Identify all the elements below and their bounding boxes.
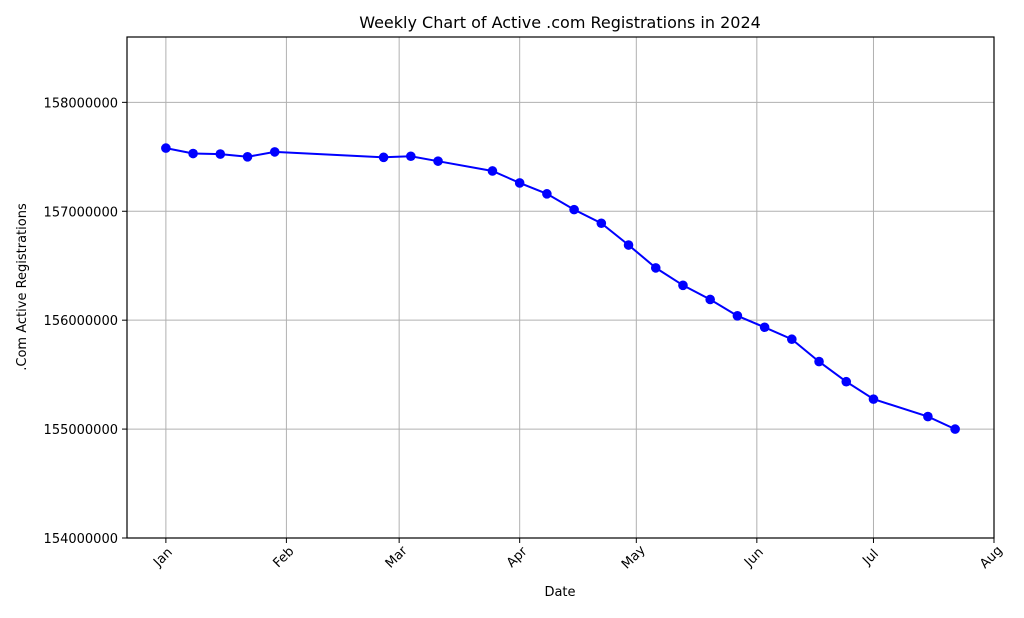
y-tick-label: 157000000 [44, 205, 118, 220]
data-point [868, 394, 879, 404]
data-point [841, 376, 852, 387]
data-point [732, 311, 743, 321]
x-axis: Jan Feb Mar Apr May Jun Jul Aug [150, 538, 1006, 573]
data-point [378, 152, 389, 163]
series-line [165, 147, 956, 431]
x-axis-label: Date [544, 585, 575, 600]
data-point [433, 156, 443, 166]
y-tick-label: 155000000 [44, 423, 118, 438]
data-point [950, 424, 960, 434]
series-layer [161, 143, 960, 434]
x-tick-label: Apr [504, 544, 531, 571]
data-point [759, 322, 770, 333]
data-point [542, 189, 552, 199]
y-tick-label: 154000000 [44, 532, 118, 547]
x-tick-label: Jan [150, 545, 175, 570]
data-point [787, 334, 797, 345]
data-point [242, 152, 253, 162]
data-point [487, 166, 498, 176]
data-point [814, 356, 824, 367]
data-point [623, 240, 634, 250]
data-point [215, 149, 226, 159]
y-axis: 154000000 155000000 156000000 157000000 1580… [44, 96, 127, 547]
x-tick-label: May [619, 543, 649, 573]
data-point [514, 178, 525, 188]
grid [127, 37, 995, 539]
data-point [269, 147, 280, 157]
y-tick-label: 156000000 [44, 314, 118, 329]
x-tick-label: Mar [383, 543, 411, 571]
plot-frame [126, 36, 995, 539]
data-point [406, 151, 416, 162]
x-tick-label: Jun [741, 545, 767, 571]
data-point [188, 148, 198, 159]
y-tick-label: 158000000 [44, 96, 118, 111]
y-axis-label: .Com Active Registrations [15, 203, 30, 371]
x-tick-label: Feb [270, 544, 297, 571]
data-point [705, 294, 715, 305]
data-point [650, 263, 661, 273]
data-point [596, 218, 607, 229]
x-tick-label: Jul [859, 547, 881, 569]
data-point [569, 204, 579, 215]
x-tick-label: Aug [977, 543, 1006, 572]
chart-title: Weekly Chart of Active .com Registration… [359, 13, 761, 32]
data-point [923, 411, 933, 422]
data-point [161, 143, 171, 153]
data-point [678, 280, 688, 291]
